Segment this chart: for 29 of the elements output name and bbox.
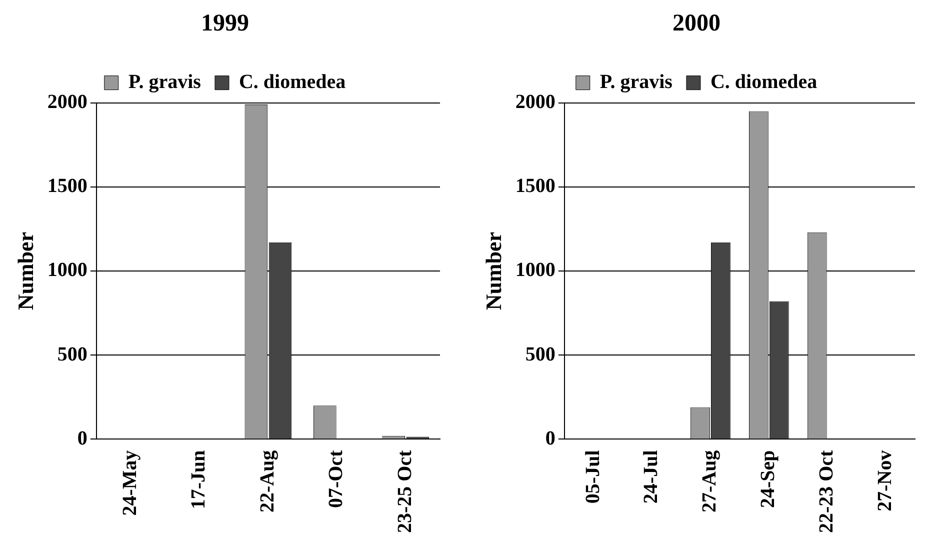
y-tick-label: 0: [77, 427, 88, 450]
y-tick-label: 500: [525, 343, 556, 366]
y-tick-label: 1000: [47, 259, 88, 282]
y-tick-label: 0: [545, 427, 556, 450]
y-tick-label: 1500: [47, 175, 88, 198]
y-tick-label: 500: [57, 343, 88, 366]
y-tick-label: 1500: [515, 175, 556, 198]
legend-label: P. gravis: [128, 70, 202, 93]
y-tick-label: 2000: [47, 90, 88, 113]
x-tick-label: 27-Aug: [698, 450, 721, 512]
chart-title: 1999: [201, 10, 249, 37]
x-tick-label: 24-May: [118, 450, 141, 516]
x-tick-label: 23-25 Oct: [394, 450, 416, 534]
legend-label: P. gravis: [600, 70, 673, 93]
x-tick-label: 22-Aug: [256, 450, 278, 512]
y-axis-title: Number: [480, 232, 506, 310]
x-tick-label: 24-Jul: [640, 450, 662, 504]
x-tick-label: 24-Sep: [757, 450, 780, 508]
x-tick-label: 27-Nov: [874, 450, 896, 512]
legend-label: C. diomedea: [238, 70, 346, 93]
legend-label: C. diomedea: [710, 70, 818, 93]
x-tick-label: 05-Jul: [582, 450, 604, 504]
x-tick-label: 07-Oct: [325, 450, 348, 508]
x-tick-label: 17-Jun: [188, 450, 210, 510]
x-tick-label: 22-23 Oct: [816, 450, 838, 534]
y-tick-label: 2000: [515, 90, 556, 113]
y-tick-label: 1000: [515, 259, 556, 282]
y-axis-title: Number: [12, 232, 38, 310]
chart-title: 2000: [672, 10, 720, 37]
